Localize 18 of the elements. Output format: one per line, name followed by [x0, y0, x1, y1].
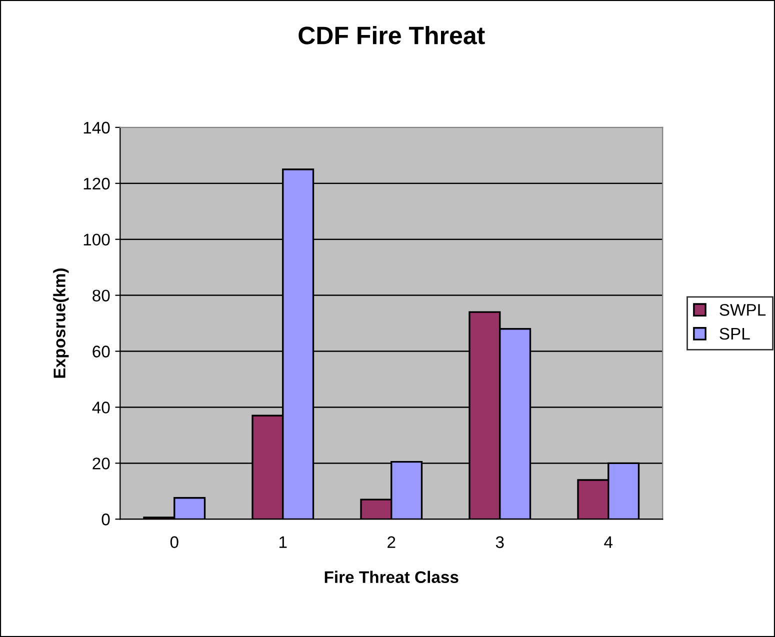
y-tick-label: 40	[92, 402, 110, 414]
legend-label: SWPL	[720, 304, 766, 316]
chart-title: CDF Fire Threat	[298, 26, 485, 44]
y-tick-label: 0	[102, 514, 110, 526]
x-tick-label: 2	[388, 536, 396, 548]
y-tick-label: 140	[84, 122, 110, 134]
y-tick-label: 60	[92, 346, 110, 358]
x-tick-label: 3	[496, 536, 504, 548]
y-tick-label: 120	[84, 178, 110, 190]
y-tick-label: 20	[92, 458, 110, 470]
y-tick-label: 100	[84, 234, 110, 246]
x-tick-label: 4	[604, 536, 613, 548]
x-tick-label: 0	[170, 536, 178, 548]
y-axis-title: Exposrue(km)	[53, 268, 69, 378]
x-tick-label: 1	[280, 536, 287, 548]
x-axis-title: Fire Threat Class	[324, 570, 458, 584]
y-tick-label: 80	[92, 290, 110, 302]
legend-label: SPL	[720, 328, 750, 340]
